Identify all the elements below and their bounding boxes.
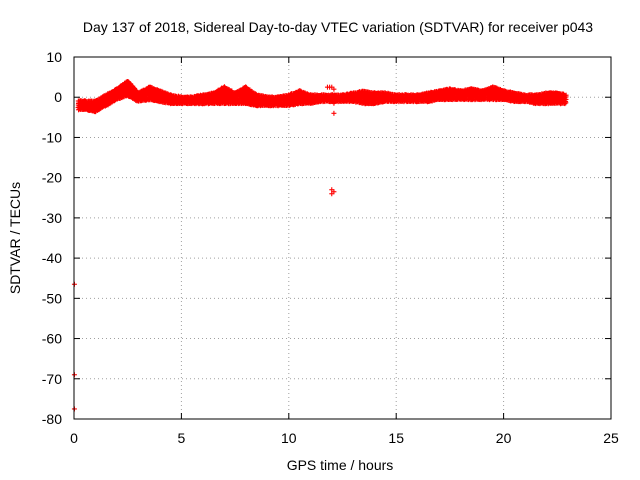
y-tick-label: -60 xyxy=(42,331,62,347)
y-tick-label: -10 xyxy=(42,129,62,145)
y-tick-label: 0 xyxy=(54,89,62,105)
chart-title: Day 137 of 2018, Sidereal Day-to-day VTE… xyxy=(83,19,593,35)
x-axis-label: GPS time / hours xyxy=(287,457,394,473)
plot-frame xyxy=(73,56,612,420)
grid-lines xyxy=(74,57,611,419)
y-tick-label: -80 xyxy=(42,411,62,427)
outlier-point xyxy=(331,110,337,116)
data-points xyxy=(71,79,569,412)
y-tick-label: -40 xyxy=(42,250,62,266)
x-tick-label: 20 xyxy=(496,430,512,446)
y-axis-label: SDTVAR / TECUs xyxy=(7,182,23,294)
x-tick-label: 10 xyxy=(281,430,297,446)
y-tick-label: -50 xyxy=(42,290,62,306)
x-tick-label: 5 xyxy=(178,430,186,446)
y-tick-label: -20 xyxy=(42,170,62,186)
x-tick-label: 25 xyxy=(603,430,619,446)
y-tick-label: 10 xyxy=(46,49,62,65)
x-tick-label: 15 xyxy=(388,430,404,446)
x-tick-label: 0 xyxy=(70,430,78,446)
y-tick-label: -30 xyxy=(42,210,62,226)
y-tick-label: -70 xyxy=(42,371,62,387)
axis-ticks: 0 5 10 15 20 25 10 0 -10 -20 -30 -40 -50 -60 -70 -80 xyxy=(42,49,619,446)
